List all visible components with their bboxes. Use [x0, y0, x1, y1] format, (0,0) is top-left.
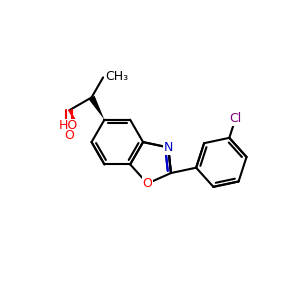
Text: N: N — [164, 141, 173, 154]
Polygon shape — [88, 96, 104, 120]
Text: O: O — [64, 129, 74, 142]
Text: HO: HO — [59, 119, 78, 133]
Text: CH₃: CH₃ — [105, 70, 128, 83]
Text: Cl: Cl — [229, 112, 242, 125]
Text: O: O — [142, 177, 152, 190]
